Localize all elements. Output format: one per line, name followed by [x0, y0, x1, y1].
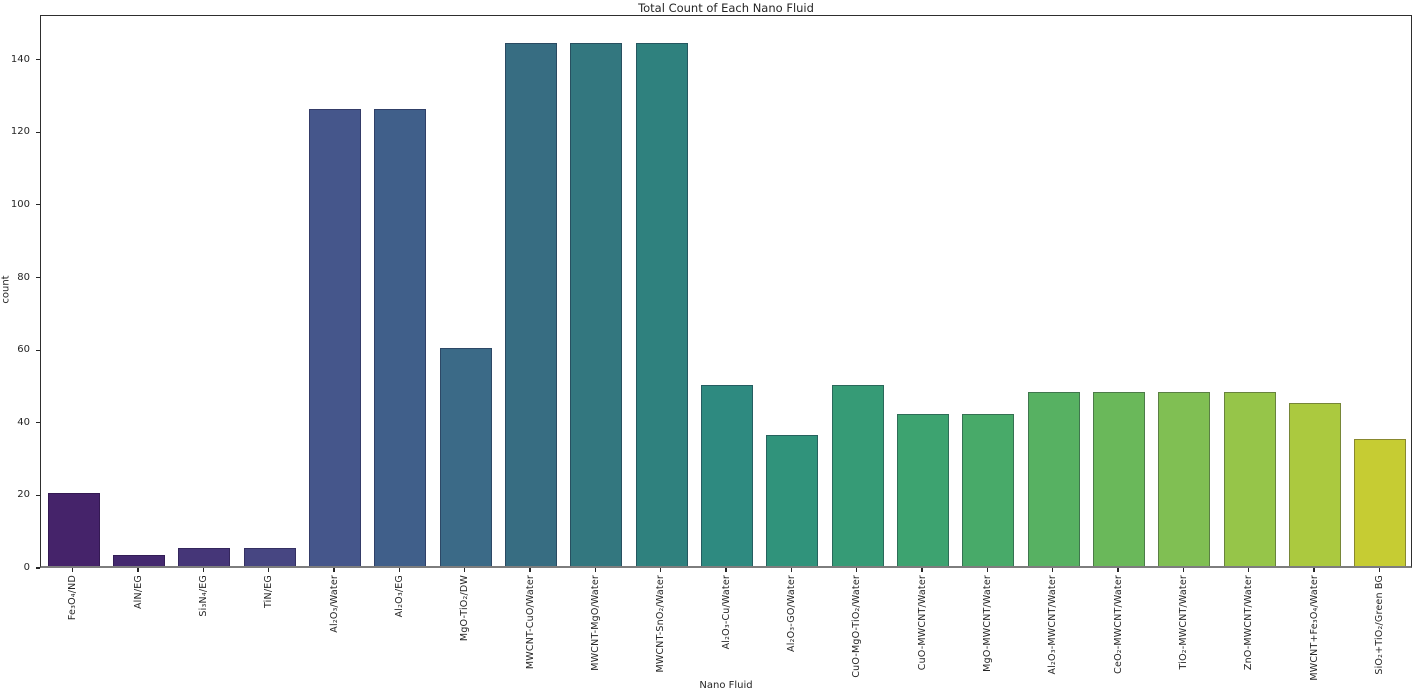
x-tick-label: TiO₂-MWCNT/Water	[1177, 575, 1189, 670]
y-tick-label: 140	[10, 53, 30, 65]
x-tick-mark	[660, 568, 662, 572]
y-tick-mark	[36, 204, 40, 206]
x-tick-mark	[921, 568, 923, 572]
x-tick-mark	[1248, 568, 1250, 572]
x-tick-label: MgO-TiO₂/DW	[459, 575, 471, 642]
bar-14	[897, 413, 949, 566]
y-tick-label: 120	[10, 126, 30, 138]
bar-7	[439, 348, 492, 566]
x-tick-label: CeO₂-MWCNT/Water	[1112, 575, 1124, 674]
y-tick-label: 60	[17, 344, 30, 356]
bar-4	[243, 547, 296, 566]
bar-12	[766, 435, 819, 566]
x-tick-mark	[137, 568, 139, 572]
y-tick-mark	[36, 349, 40, 351]
x-tick-label: Fe₃O₄/ND	[67, 575, 79, 621]
y-tick-label: 100	[10, 198, 30, 210]
bar-17	[1093, 391, 1145, 566]
bar-16	[1027, 391, 1080, 566]
bar-1	[47, 493, 100, 566]
x-tick-label: MWCNT-SnO₂/Water	[655, 575, 667, 673]
y-tick-label: 20	[17, 489, 30, 501]
x-tick-label: MgO-MWCNT/Water	[981, 575, 993, 672]
x-tick-mark	[398, 568, 400, 572]
x-tick-label: MWCNT-CuO/Water	[524, 575, 536, 670]
y-tick-label: 0	[23, 562, 30, 573]
x-tick-mark	[72, 568, 74, 572]
x-tick-mark	[790, 568, 792, 572]
x-tick-label: CuO-MgO-TiO₂/Water	[851, 575, 863, 678]
x-tick-mark	[725, 568, 727, 572]
y-tick-mark	[36, 567, 40, 569]
bar-8	[505, 43, 557, 566]
x-tick-mark	[333, 568, 335, 572]
y-tick-mark	[36, 494, 40, 496]
bar-18	[1158, 391, 1211, 566]
x-tick-mark	[1378, 568, 1380, 572]
chart-title: Total Count of Each Nano Fluid	[638, 1, 814, 15]
x-tick-mark	[1052, 568, 1054, 572]
x-tick-mark	[268, 568, 270, 572]
x-tick-mark	[464, 568, 466, 572]
x-tick-label: Al₂O₃-Cu/Water	[720, 575, 732, 650]
y-tick-mark	[36, 59, 40, 61]
bar-15	[962, 413, 1015, 566]
x-tick-label: Si₃N₄/EG	[197, 575, 209, 617]
y-tick-mark	[36, 276, 40, 279]
bar-20	[1289, 402, 1341, 566]
x-tick-label: AlN/EG	[132, 575, 144, 610]
y-tick-mark	[36, 422, 40, 424]
x-tick-mark	[986, 568, 988, 572]
x-tick-mark	[594, 568, 596, 572]
bar-19	[1223, 391, 1276, 566]
x-tick-mark	[1182, 568, 1184, 572]
bar-21	[1354, 438, 1407, 566]
y-tick-label: 80	[17, 271, 30, 283]
x-tick-mark	[529, 568, 531, 572]
x-tick-label: MWCNT+Fe₃O₄/Water	[1308, 575, 1320, 681]
x-tick-mark	[1313, 568, 1315, 572]
x-tick-mark	[202, 568, 204, 572]
x-tick-mark	[856, 568, 858, 572]
x-tick-label: CuO-MWCNT/Water	[916, 575, 928, 671]
x-tick-label: ZnO-MWCNT/Water	[1243, 575, 1255, 671]
bar-3	[178, 547, 231, 566]
plot-area	[40, 15, 1412, 568]
y-tick-label: 40	[17, 416, 30, 428]
bar-5	[309, 108, 361, 566]
y-tick-mark	[36, 131, 40, 133]
x-tick-label: Al₂O₃-MWCNT/Water	[1047, 575, 1059, 675]
x-axis-label: Nano Fluid	[699, 680, 753, 691]
x-tick-label: TiN/EG	[263, 575, 275, 609]
bar-11	[701, 384, 753, 566]
x-tick-label: Al₂O₃/Water	[328, 575, 340, 633]
bar-2	[113, 555, 165, 566]
bar-6	[374, 108, 427, 566]
x-tick-label: SiO₂+TiO₂/Green BG	[1373, 575, 1385, 675]
x-tick-mark	[1117, 568, 1119, 572]
x-tick-label: Al₂O₃-GO/Water	[785, 575, 797, 652]
x-tick-label: MWCNT-MgO/Water	[589, 575, 601, 671]
bar-10	[635, 43, 688, 566]
x-tick-label: Al₂O₃/EG	[393, 575, 405, 618]
bar-13	[831, 384, 884, 566]
bar-9	[570, 43, 623, 566]
